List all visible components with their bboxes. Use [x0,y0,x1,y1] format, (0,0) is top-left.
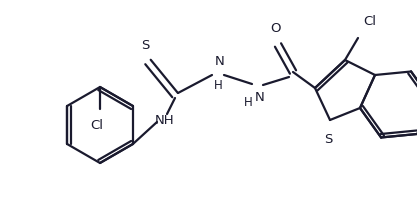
Text: H: H [214,79,222,92]
Text: Cl: Cl [363,15,376,28]
Text: N: N [255,91,265,104]
Text: N: N [215,55,225,68]
Text: S: S [324,133,332,146]
Text: Cl: Cl [90,119,103,132]
Text: H: H [244,96,252,109]
Text: O: O [271,22,281,35]
Text: NH: NH [155,113,175,126]
Text: S: S [141,39,149,52]
